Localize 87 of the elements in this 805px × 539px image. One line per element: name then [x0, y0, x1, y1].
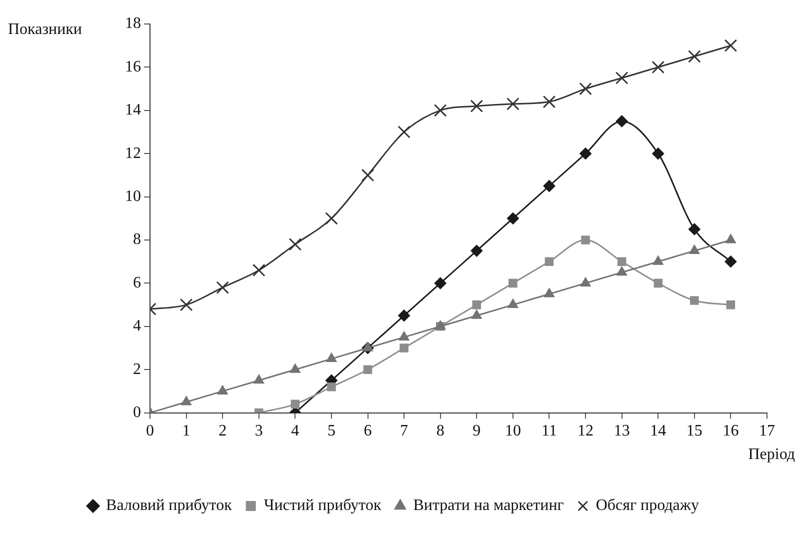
x-tick-label: 8 [436, 422, 444, 440]
point [471, 310, 482, 319]
point [290, 400, 300, 409]
point [580, 277, 591, 286]
point [362, 342, 374, 352]
x-tick-label: 13 [614, 422, 630, 440]
x-tick-label: 14 [650, 422, 666, 440]
x-axis-title: Період [748, 446, 795, 464]
point [217, 385, 228, 394]
point [398, 310, 410, 322]
y-axis-title: Показники [8, 21, 82, 38]
point [470, 244, 483, 257]
point [180, 298, 193, 312]
point [654, 278, 663, 288]
x-tick-label: 5 [327, 422, 336, 440]
x-tick-label: 12 [578, 422, 594, 440]
point [327, 382, 336, 392]
point [616, 266, 628, 276]
point [290, 364, 300, 373]
point [216, 281, 229, 294]
x-tick-label: 4 [291, 422, 300, 440]
point [652, 60, 665, 74]
legend-label: Обсяг продажу [596, 497, 699, 514]
point [254, 374, 264, 384]
point [579, 82, 592, 96]
point [288, 238, 302, 251]
point [544, 257, 554, 266]
point [361, 168, 374, 182]
point [252, 264, 266, 277]
y-tick-label: 4 [133, 318, 141, 335]
point [544, 288, 554, 298]
point [398, 126, 410, 138]
y-tick-label: 16 [125, 58, 141, 76]
point [652, 148, 664, 160]
x-tick-label: 17 [759, 422, 775, 440]
y-tick-label: 2 [133, 360, 141, 378]
point [508, 298, 518, 308]
point [726, 300, 736, 310]
legend-label: Чистий прибуток [264, 497, 382, 514]
point [543, 180, 556, 192]
y-tick-label: 6 [133, 274, 141, 292]
point [325, 212, 338, 225]
point [652, 256, 664, 265]
point [725, 234, 736, 244]
y-tick-label: 14 [125, 102, 141, 119]
point [580, 148, 592, 160]
point [689, 244, 700, 254]
x-tick-label: 2 [218, 422, 227, 440]
point [400, 344, 408, 352]
point [690, 296, 699, 305]
y-tick-label: 0 [133, 404, 141, 422]
y-tick-label: 18 [125, 15, 141, 32]
point [581, 236, 590, 244]
x-tick-label: 7 [400, 422, 408, 440]
point [724, 39, 738, 52]
point [434, 277, 446, 290]
point [615, 72, 628, 84]
point [470, 100, 484, 112]
x-tick-label: 1 [182, 422, 190, 440]
point [363, 365, 372, 374]
x-tick-label: 6 [364, 422, 372, 440]
x-tick-label: 9 [472, 422, 481, 440]
x-tick-label: 15 [686, 422, 702, 440]
point [326, 352, 337, 362]
x-tick-label: 11 [542, 422, 557, 440]
point [434, 104, 447, 117]
point [542, 95, 556, 108]
y-tick-label: 10 [125, 188, 141, 206]
point [617, 257, 626, 266]
x-tick-label: 10 [504, 422, 521, 440]
x-tick-label: 0 [146, 422, 154, 440]
legend-label: Валовий прибуток [106, 497, 232, 514]
y-tick-label: 12 [125, 144, 141, 162]
point [616, 115, 628, 128]
point [688, 50, 701, 63]
x-tick-label: 16 [722, 422, 739, 440]
point [181, 396, 192, 406]
point [472, 300, 482, 310]
point [724, 256, 737, 268]
y-tick-label: 8 [133, 231, 141, 248]
point [508, 278, 518, 288]
point [506, 98, 520, 110]
x-tick-label: 3 [254, 422, 263, 440]
legend-label: Витрати на маркетинг [413, 497, 564, 514]
point [506, 212, 519, 224]
point [398, 331, 410, 340]
point [688, 223, 700, 236]
